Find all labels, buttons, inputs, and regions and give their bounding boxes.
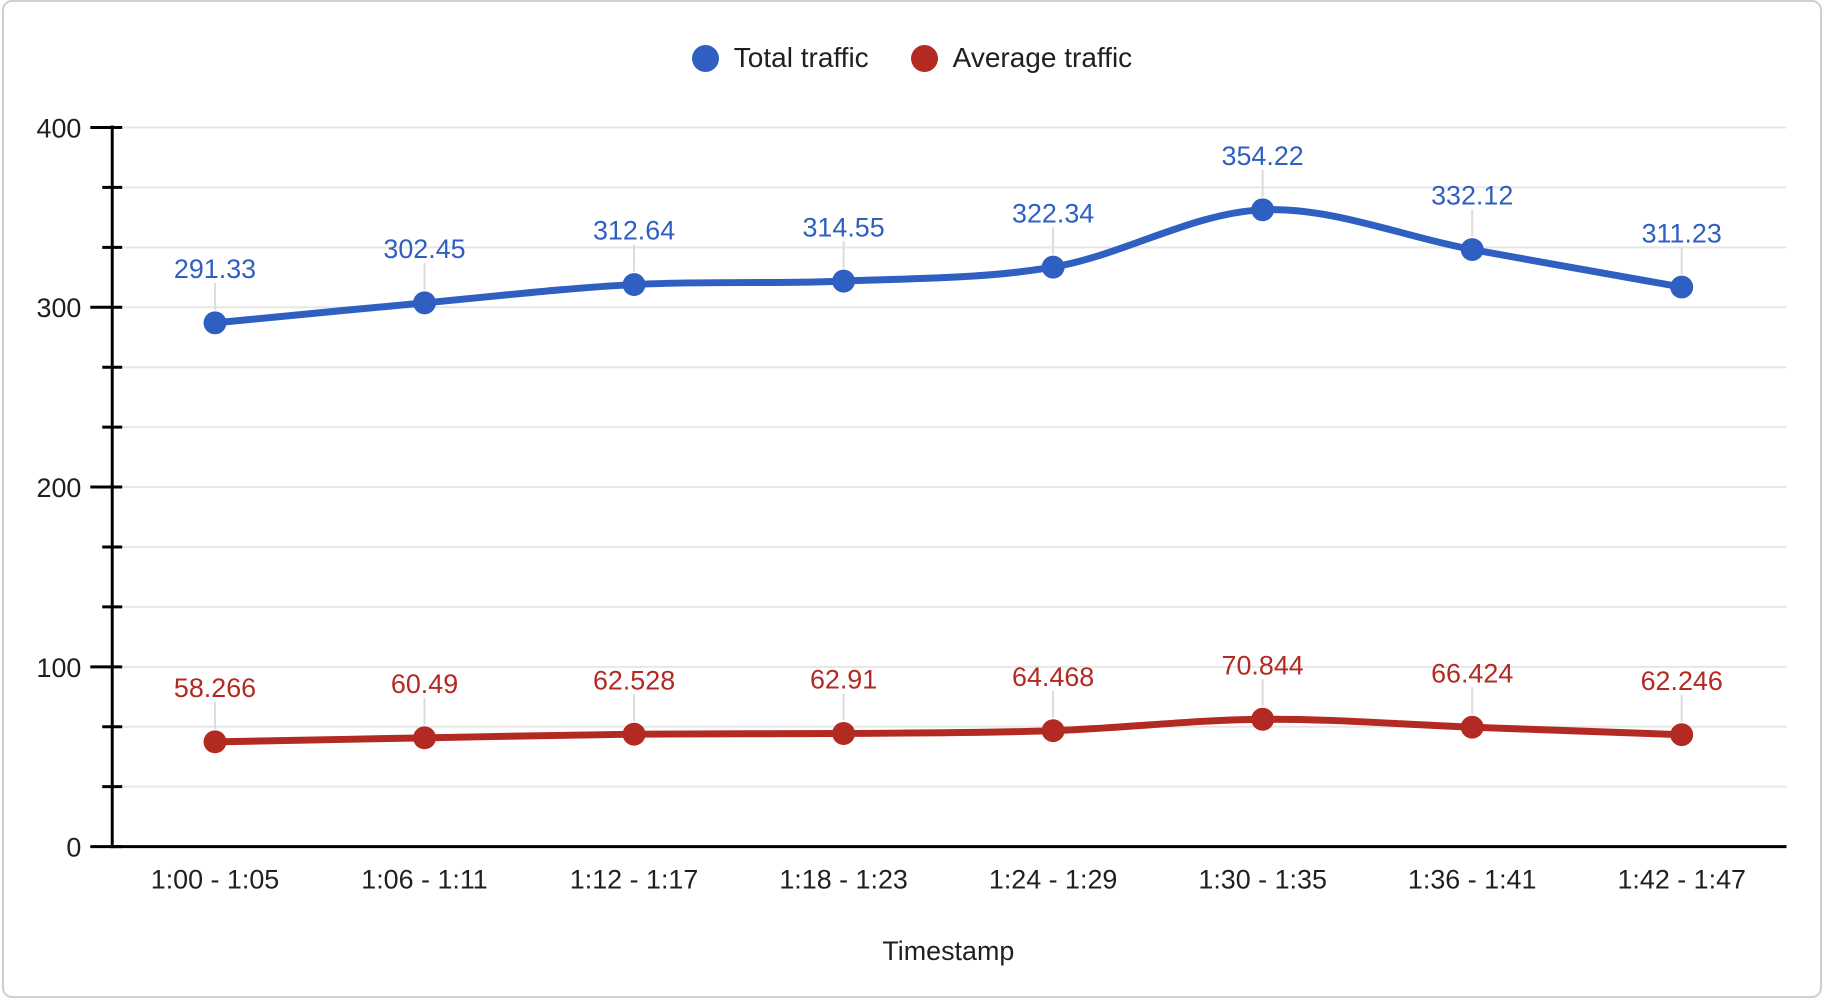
data-label-total-traffic: 354.22 <box>1222 141 1304 171</box>
data-point-average-traffic <box>203 730 227 754</box>
legend-item-average-traffic[interactable]: Average traffic <box>910 42 1133 74</box>
data-label-average-traffic: 60.49 <box>391 669 458 699</box>
data-label-total-traffic: 291.33 <box>174 254 256 284</box>
x-tick-label: 1:12 - 1:17 <box>570 864 699 894</box>
data-point-average-traffic <box>413 726 436 750</box>
data-point-total-traffic <box>1251 198 1275 222</box>
x-tick-label: 1:30 - 1:35 <box>1198 864 1326 894</box>
data-point-average-traffic <box>1041 719 1065 743</box>
data-point-average-traffic <box>832 722 856 745</box>
data-label-average-traffic: 70.844 <box>1222 650 1304 680</box>
data-label-total-traffic: 332.12 <box>1431 181 1513 211</box>
data-point-total-traffic <box>203 311 227 335</box>
data-label-total-traffic: 322.34 <box>1012 198 1094 228</box>
legend: Total traffic Average traffic <box>4 42 1820 74</box>
series-line-total-traffic <box>211 206 1686 327</box>
line-chart: 0 100 200 300 400 1:00 - 1:05 1:06 - 1:11 1:12 … <box>36 113 1787 966</box>
x-tick-label: 1:36 - 1:41 <box>1408 864 1537 894</box>
data-label-average-traffic: 58.266 <box>174 673 256 703</box>
y-tick-label: 100 <box>36 653 81 683</box>
data-point-average-traffic <box>1460 715 1484 739</box>
data-point-average-traffic <box>622 722 646 746</box>
legend-dot-total-traffic <box>691 44 719 72</box>
data-point-total-traffic <box>1670 275 1694 299</box>
data-point-total-traffic <box>413 291 436 315</box>
data-label-total-traffic: 311.23 <box>1642 218 1722 248</box>
data-label-average-traffic: 66.424 <box>1431 658 1513 688</box>
y-tick-label: 300 <box>36 293 81 323</box>
x-tick-label: 1:06 - 1:11 <box>361 864 488 894</box>
data-point-average-traffic <box>1251 707 1275 731</box>
data-point-total-traffic <box>622 273 646 297</box>
data-label-average-traffic: 62.246 <box>1641 666 1723 696</box>
data-label-average-traffic: 64.468 <box>1012 662 1094 692</box>
y-tick-label: 0 <box>66 833 81 863</box>
legend-dot-average-traffic <box>910 44 938 72</box>
x-tick-label: 1:18 - 1:23 <box>779 864 907 894</box>
x-axis-title: Timestamp <box>882 936 1014 966</box>
data-point-total-traffic <box>1460 238 1484 261</box>
y-tick-label: 400 <box>36 113 81 143</box>
data-label-total-traffic: 314.55 <box>802 212 884 242</box>
data-label-total-traffic: 302.45 <box>383 234 465 264</box>
data-point-total-traffic <box>832 269 856 293</box>
series-line-average-traffic <box>211 715 1686 746</box>
legend-item-total-traffic[interactable]: Total traffic <box>691 42 869 74</box>
data-label-average-traffic: 62.528 <box>593 665 675 695</box>
data-point-total-traffic <box>1041 255 1065 279</box>
y-tick-label: 200 <box>36 473 81 503</box>
x-tick-label: 1:00 - 1:05 <box>151 864 279 894</box>
data-point-average-traffic <box>1670 723 1694 747</box>
legend-label-total-traffic: Total traffic <box>733 42 869 73</box>
data-label-total-traffic: 312.64 <box>593 216 675 246</box>
x-tick-label: 1:24 - 1:29 <box>989 864 1118 894</box>
legend-label-average-traffic: Average traffic <box>952 42 1133 73</box>
x-tick-label: 1:42 - 1:47 <box>1617 864 1746 894</box>
data-label-average-traffic: 62.91 <box>810 665 877 695</box>
